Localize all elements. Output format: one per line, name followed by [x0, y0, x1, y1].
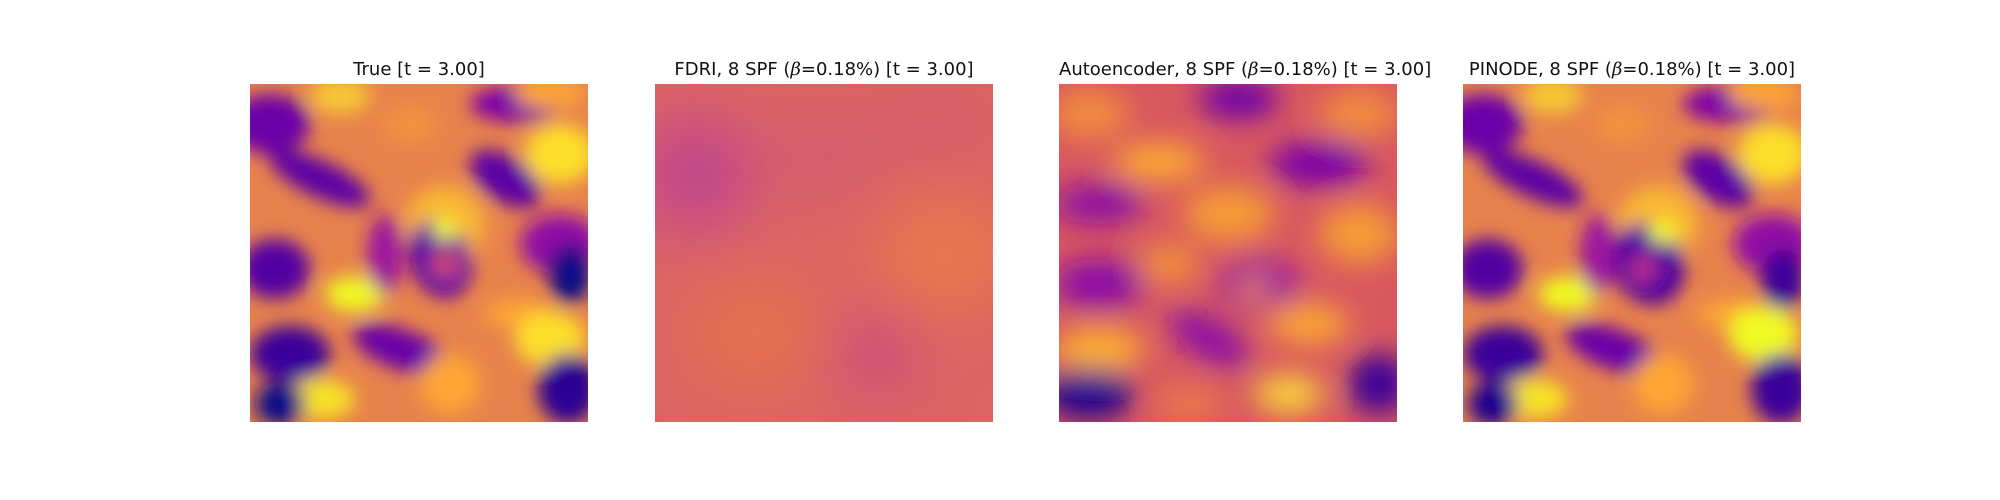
panel-title: True [t = 3.00] — [250, 56, 588, 84]
title-suffix: =0.18%) [t = 3.00] — [1622, 59, 1796, 80]
title-prefix: FDRI, 8 SPF ( — [674, 59, 791, 80]
title-prefix: PINODE, 8 SPF ( — [1468, 59, 1612, 80]
panel-autoencoder: Autoencoder, 8 SPF (β=0.18%) [t = 3.00] — [1059, 56, 1431, 84]
true-field-image — [250, 84, 588, 422]
beta-symbol: β — [790, 59, 801, 80]
pinode-field-image — [1463, 84, 1801, 422]
panel-fdri: FDRI, 8 SPF (β=0.18%) [t = 3.00] — [655, 56, 993, 84]
title-suffix: =0.18%) [t = 3.00] — [1258, 59, 1432, 80]
panel-true: True [t = 3.00] — [250, 56, 588, 84]
autoencoder-field-image — [1059, 84, 1397, 422]
title-text: True [t = 3.00] — [353, 59, 485, 80]
beta-symbol: β — [1248, 59, 1259, 80]
title-suffix: =0.18%) [t = 3.00] — [800, 59, 974, 80]
fdri-field-image — [655, 84, 993, 422]
panel-pinode: PINODE, 8 SPF (β=0.18%) [t = 3.00] — [1463, 56, 1801, 84]
panel-title: FDRI, 8 SPF (β=0.18%) [t = 3.00] — [655, 56, 993, 84]
panel-title: Autoencoder, 8 SPF (β=0.18%) [t = 3.00] — [1059, 56, 1431, 84]
beta-symbol: β — [1611, 59, 1623, 80]
panel-title: PINODE, 8 SPF (β=0.18%) [t = 3.00] — [1463, 56, 1801, 84]
title-prefix: Autoencoder, 8 SPF ( — [1059, 59, 1249, 80]
